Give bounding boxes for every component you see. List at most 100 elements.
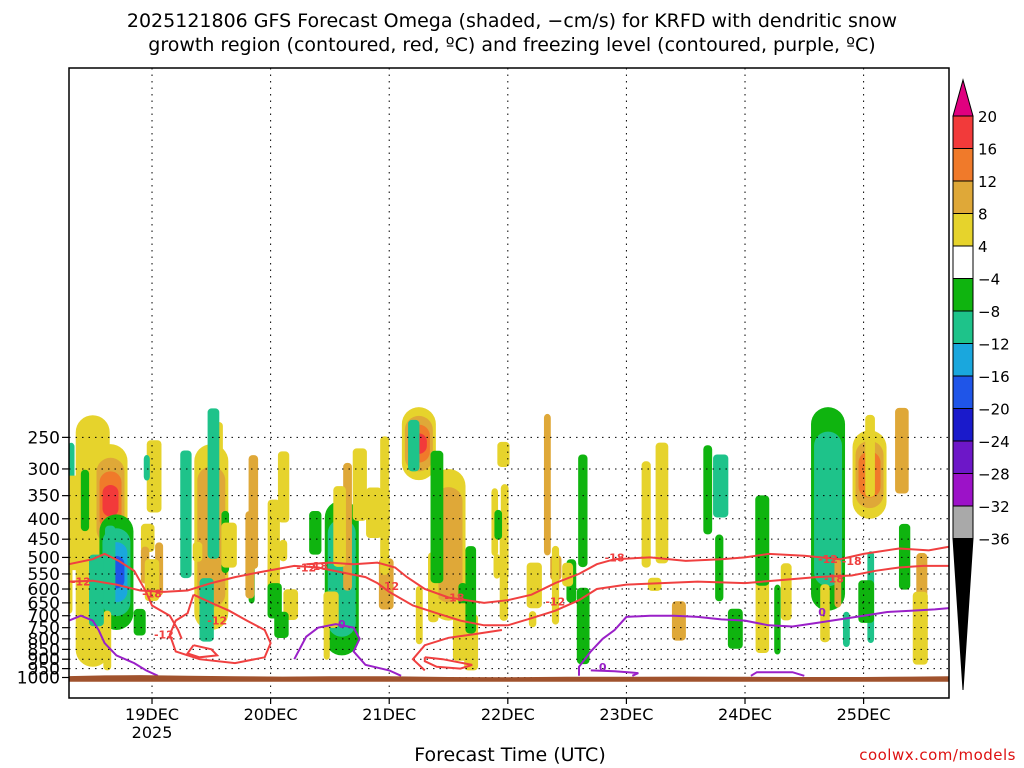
axes: 250 300 350 4004505005506006507007508008509…	[17, 67, 950, 742]
dendritic-contour	[306, 545, 949, 604]
contours: -12-18-18-12-12-18-12-18-12-12-18-18-120…	[69, 545, 949, 677]
colorbar-segment	[952, 245, 974, 279]
omega-cell	[267, 583, 282, 619]
omega-cell	[814, 431, 843, 587]
y-tick-label: 700	[28, 607, 60, 627]
colorbar-label: 12	[978, 173, 997, 191]
omega-cell	[80, 469, 90, 532]
x-axis-title: Forecast Time (UTC)	[414, 744, 606, 766]
x-tick-year-label: 2025	[132, 723, 173, 742]
grid	[69, 68, 949, 698]
omega-cell	[102, 484, 119, 517]
contour-label: 0	[338, 618, 346, 631]
contour-label: -12	[818, 553, 838, 566]
omega-cell	[551, 545, 560, 625]
x-tick-label: 22DEC	[481, 705, 535, 724]
omega-cell	[641, 461, 651, 568]
omega-cell	[562, 562, 574, 587]
y-tick-label: 750	[28, 619, 60, 639]
omega-cell	[493, 554, 501, 579]
freezing-contour	[590, 669, 639, 677]
omega-cell	[283, 589, 299, 620]
omega-cell	[274, 611, 289, 639]
omega-cell	[381, 488, 390, 539]
omega-cell	[497, 441, 510, 467]
colorbar-label: −36	[978, 531, 1010, 549]
colorbar-segment	[952, 278, 974, 312]
y-tick-label: 500	[28, 548, 60, 568]
omega-cell	[103, 610, 112, 671]
colorbar-segment	[952, 310, 974, 344]
freezing-contour	[578, 607, 949, 676]
chart-title-line-1: 2025121806 GFS Forecast Omega (shaded, −…	[126, 10, 898, 32]
colorbar-bottom-arrow	[952, 538, 974, 691]
colorbar-label: 20	[978, 108, 997, 126]
contour-label: -18	[842, 555, 862, 568]
omega-cell	[333, 486, 346, 567]
plot-frame	[68, 67, 950, 699]
x-tick-label: 25DEC	[837, 705, 891, 724]
omega-cell	[895, 407, 909, 494]
contour-label: 0	[599, 661, 607, 674]
omega-cell	[713, 454, 729, 518]
omega-cell	[366, 487, 382, 539]
colorbar-label: 8	[978, 206, 988, 224]
omega-cell	[452, 603, 469, 661]
contour-label: -12	[379, 580, 399, 593]
omega-cell	[465, 546, 477, 634]
colorbar-label: 16	[978, 141, 997, 159]
omega-cell	[578, 454, 588, 568]
credit-text: coolwx.com/models	[859, 746, 1016, 764]
colorbar-segment	[952, 473, 974, 507]
contour-label: -12	[296, 562, 316, 575]
contour-label: 0	[818, 606, 826, 619]
terrain-fill	[69, 675, 949, 682]
x-tick-label: 19DEC	[125, 705, 179, 724]
omega-cell	[834, 559, 842, 608]
y-tick-label: 350	[28, 487, 60, 507]
omega-cell	[309, 511, 322, 555]
omega-cell	[140, 523, 155, 552]
contour-label: -12	[154, 628, 174, 641]
omega-cell	[715, 534, 724, 602]
colorbar-label: −20	[978, 401, 1010, 419]
omega-cell	[199, 578, 214, 642]
omega-cell	[671, 601, 686, 641]
contour-label: -18	[308, 560, 328, 573]
omega-cell	[858, 580, 875, 623]
colorbar-segment	[952, 343, 974, 377]
omega-cell	[898, 523, 911, 590]
omega-cell	[221, 522, 237, 568]
omega-cell	[703, 445, 713, 535]
colorbar-label: −8	[978, 303, 1000, 321]
omega-cell	[133, 608, 146, 636]
colorbar-segment	[952, 440, 974, 474]
dendritic-contour	[423, 656, 473, 670]
dendritic-contour	[168, 593, 272, 665]
colorbar-label: 4	[978, 238, 988, 256]
freezing-contour	[69, 614, 159, 677]
y-tick-label: 900	[28, 650, 60, 670]
omega-cell	[774, 584, 781, 655]
omega-cell	[89, 554, 104, 627]
omega-cell	[528, 611, 537, 628]
omega-cell	[655, 442, 669, 564]
contour-label: -18	[445, 591, 465, 604]
omega-cell	[207, 408, 220, 559]
colorbar-segment	[952, 213, 974, 247]
y-tick-label: 550	[28, 565, 60, 585]
surface-terrain	[69, 675, 949, 682]
y-tick-label: 400	[28, 510, 60, 530]
omega-cell	[143, 455, 150, 481]
omega-cell	[180, 450, 192, 579]
contour-label: -18	[142, 587, 162, 600]
omega-cell	[430, 450, 444, 584]
x-tick-label: 21DEC	[362, 705, 416, 724]
y-tick-label: 800	[28, 630, 60, 650]
omega-cell	[865, 414, 875, 497]
contour-label: -12	[71, 576, 91, 589]
colorbar-segment	[952, 505, 974, 539]
omega-cell	[192, 541, 203, 562]
colorbar-segment	[952, 115, 974, 149]
chart-title-line-2: growth region (contoured, red, ºC) and f…	[148, 34, 876, 56]
